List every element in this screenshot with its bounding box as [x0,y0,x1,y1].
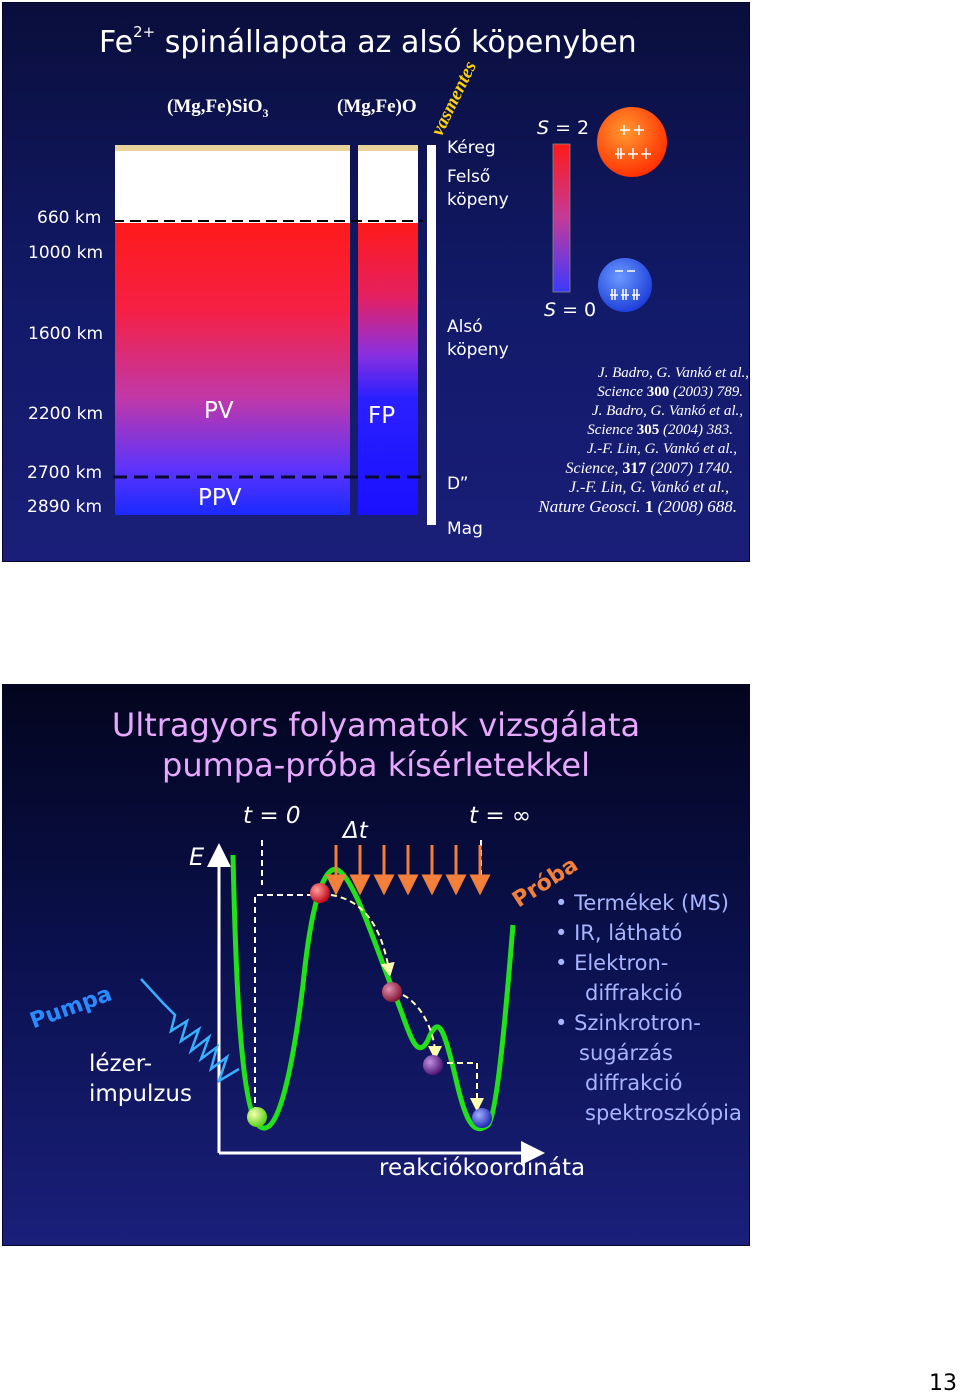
list-item: diffrakció [585,981,683,1005]
upper-mantle-pv [115,151,350,223]
lower-mantle-pv [115,223,350,515]
depth-label: 1000 km [28,243,104,263]
technique-list: • Termékek (MS) • IR, látható • Elektron… [555,888,742,1128]
potential-energy-curve [230,854,516,1132]
label-delta-t: Δt [343,818,368,844]
region-d-double-prime: D” [447,474,469,494]
depth-label: 660 km [37,208,102,228]
low-spin-orbital-icon [598,258,652,312]
molecule-state-ground [247,1107,267,1127]
list-item: • Elektron- [555,951,669,975]
list-item: diffrakció [585,1071,683,1095]
reference-line: Science 305 (2004) 383. [587,422,733,438]
depth-label: 2200 km [28,404,104,424]
reference-line: J.-F. Lin, G. Vankó et al., [586,441,737,457]
mantle-columns [113,107,667,525]
reference-line: J. Badro, G. Vankó et al., [597,365,749,381]
relaxation-path-2 [402,994,442,1060]
laser-pulse-icon [140,978,240,1084]
slide-spin-state: Fe2+ spinállapota az alsó köpenyben (Mg,… [2,2,750,562]
region-upper-mantle: Felső köpeny [447,167,509,210]
list-item: spektroszkópia [585,1101,742,1125]
spin-low-label: S = 0 [544,299,597,321]
reference-line: Science 300 (2003) 789. [597,384,743,400]
list-item: • Termékek (MS) [555,891,729,915]
column-header-perovskite: (Mg,Fe)SiO3 [167,96,269,120]
list-item: • Szinkrotron- [555,1011,701,1035]
list-item: • IR, látható [555,921,683,945]
phase-ppv: PPV [198,485,242,511]
molecule-state-intermediate-2 [423,1055,443,1075]
depth-label: 2890 km [27,497,103,517]
references: J. Badro, G. Vankó et al., Science 300 (… [538,364,749,516]
depth-label: 2700 km [27,463,103,483]
reference-line: J. Badro, G. Vankó et al., [591,403,743,419]
slide-pump-probe: Ultragyors folyamatok vizsgálata pumpa-pr… [2,684,750,1246]
lower-mantle-fp [358,223,418,515]
relaxation-path-3 [447,1062,484,1112]
spin-high-label: S = 2 [537,117,590,139]
label-t0: t = 0 [243,803,301,829]
list-item: sugárzás [579,1041,673,1065]
column-header-ferropericlase: (Mg,Fe)O [337,96,417,117]
high-spin-orbital-icon [597,107,667,177]
region-crust: Kéreg [447,138,496,158]
page-number: 13 [929,1371,957,1396]
region-lower-mantle: Alsó köpeny [447,317,509,360]
molecule-state-product [472,1108,492,1128]
excitation-path [254,894,315,1113]
slide1-title: Fe2+ spinállapota az alsó köpenyben [99,23,637,60]
label-reaction-coordinate: reakciókoordináta [379,1155,586,1181]
phase-fp: FP [368,403,396,429]
crust-strip [115,145,350,151]
label-tinf: t = ∞ [469,803,532,829]
molecule-state-excited [310,883,330,903]
upper-mantle-fp [358,151,418,223]
probe-arrows [325,845,491,896]
reference-line: Science, 317 (2007) 1740. [565,460,733,477]
depth-label: 1600 km [28,324,104,344]
iron-free-column [427,145,436,525]
label-energy-axis: E [189,843,205,871]
relaxation-path-1 [330,894,395,977]
energy-landscape-diagram [140,840,545,1165]
phase-pv: PV [204,398,234,424]
spin-gradient-bar [552,143,571,293]
molecule-state-intermediate-1 [382,982,402,1002]
region-core: Mag [447,519,483,539]
label-laser-pulse: lézer-impulzus [89,1051,192,1107]
reference-line: Nature Geosci. 1 (2008) 688. [538,497,737,516]
slide2-title: Ultragyors folyamatok vizsgálata pumpa-pr… [111,706,641,784]
reference-line: J.-F. Lin, G. Vankó et al., [568,479,729,496]
